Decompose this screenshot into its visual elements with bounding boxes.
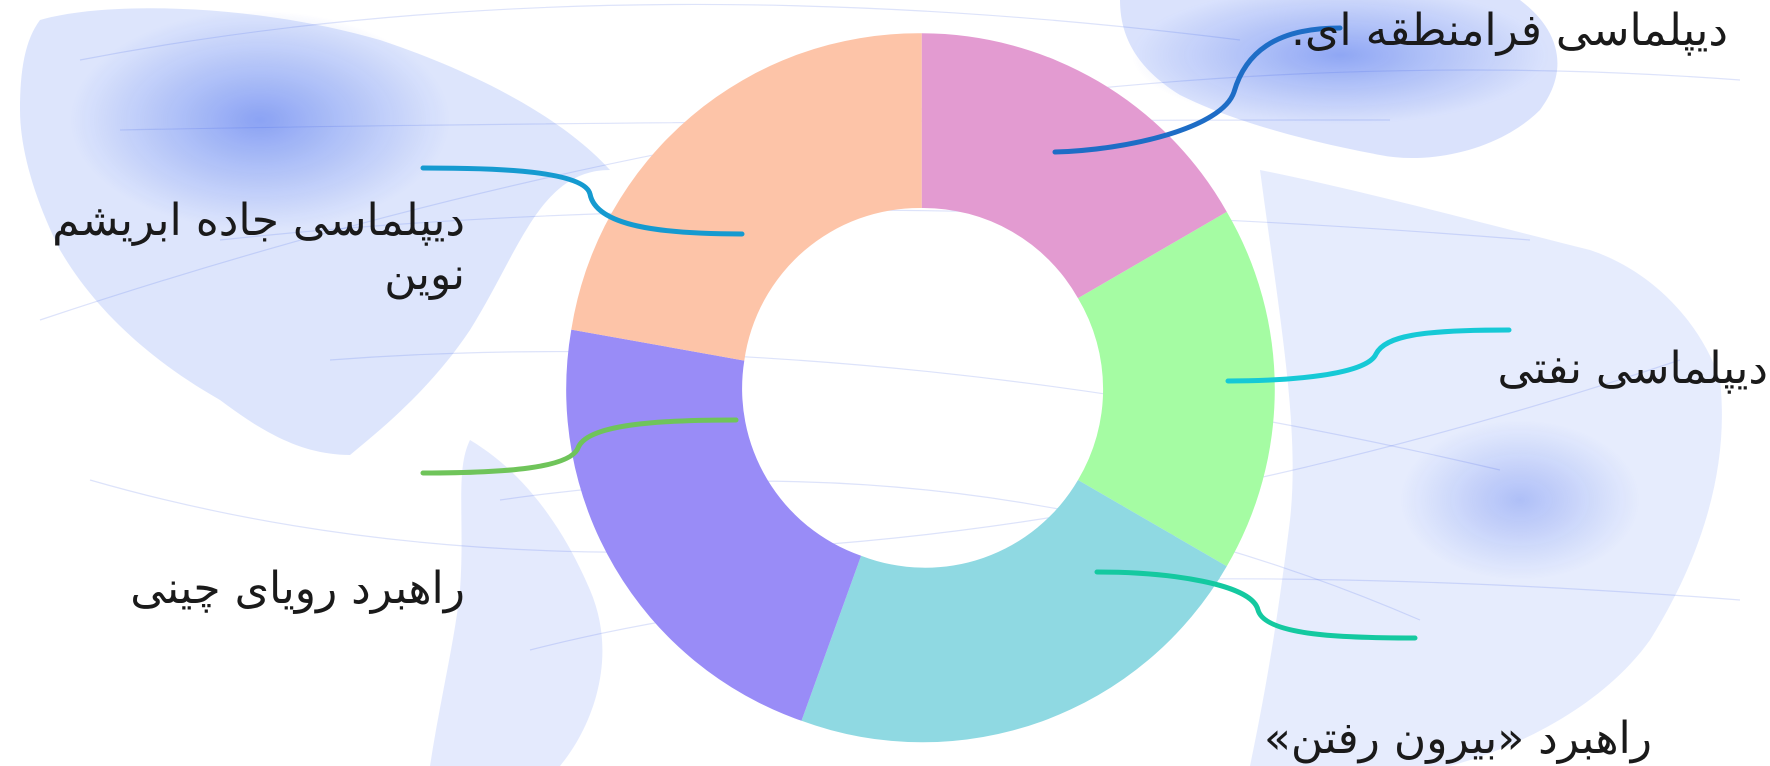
connector-left-top bbox=[420, 165, 745, 237]
south-america-map bbox=[430, 440, 603, 766]
label-trans-regional-diplomacy: دیپلماسی فرامنطقه ای. bbox=[1290, 5, 1728, 56]
connector-bottom-right bbox=[1094, 569, 1418, 641]
segment-bottom bbox=[801, 480, 1227, 743]
network-line-1 bbox=[79, 3, 1241, 61]
segment-top-left bbox=[571, 33, 922, 361]
connector-top-right bbox=[1052, 25, 1343, 155]
connectors bbox=[420, 25, 1512, 641]
world-network-map bbox=[20, 0, 1741, 766]
donut-chart bbox=[566, 33, 1275, 743]
label-new-silk-road-diplomacy: دیپلماسی جاده ابریشم نوین bbox=[52, 195, 465, 300]
segment-right bbox=[1078, 211, 1275, 567]
network-line-4 bbox=[329, 351, 1501, 471]
network-hotspot-africa bbox=[1400, 420, 1640, 580]
label-oil-diplomacy: دیپلماسی نفتی bbox=[1497, 343, 1768, 394]
segment-left bbox=[566, 329, 862, 721]
connector-left-bottom bbox=[420, 417, 739, 476]
network-hotspot-us bbox=[70, 10, 450, 230]
connector-right-mid bbox=[1225, 327, 1512, 384]
label-going-out-strategy: راهبرد «بیرون رفتن» bbox=[1263, 713, 1652, 764]
segment-top-right bbox=[921, 33, 1227, 299]
label-china-dream-strategy: راهبرد رویای چینی bbox=[130, 563, 465, 614]
